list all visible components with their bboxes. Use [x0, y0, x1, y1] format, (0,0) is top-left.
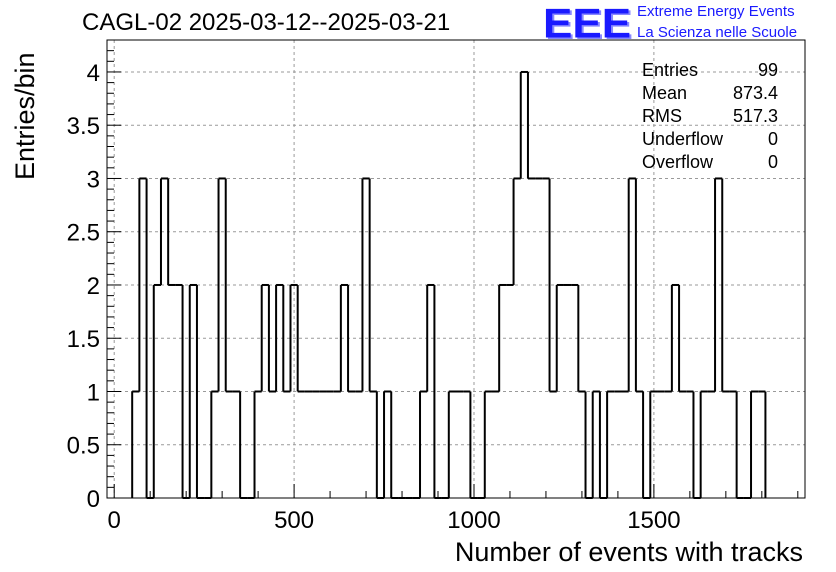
eee-logo: EEE	[543, 0, 632, 47]
y-tick-label: 0	[87, 486, 100, 513]
y-tick-label: 3	[87, 166, 100, 193]
y-tick-label: 2	[87, 273, 100, 300]
x-tick-label: 500	[274, 507, 314, 534]
axes: 0 500 1000 1500 0 0.5 1 1.5 2 2.5 3 3.5 4	[67, 39, 806, 534]
x-tick-label: 1500	[627, 507, 680, 534]
stat-value-rms: 517.3	[732, 106, 778, 126]
stat-label-underflow: Underflow	[642, 129, 724, 149]
x-tick-label: 1000	[447, 507, 500, 534]
stat-label-mean: Mean	[642, 83, 688, 103]
y-tick-label: 1	[87, 379, 100, 406]
grid-lines	[107, 40, 805, 498]
chart-title: CAGL-02 2025-03-12--2025-03-21	[82, 9, 451, 36]
y-tick-label: 3.5	[67, 113, 100, 140]
stat-label-overflow: Overflow	[642, 152, 714, 172]
stat-label-rms: RMS	[642, 106, 682, 126]
y-tick-label: 0.5	[67, 433, 100, 460]
x-axis-label: Number of events with tracks	[454, 537, 803, 567]
stat-value-entries: 99	[757, 60, 778, 80]
y-tick-label: 1.5	[67, 326, 100, 353]
y-axis-label: Entries/bin	[10, 52, 40, 180]
logo-line-1: Extreme Energy Events	[637, 3, 795, 20]
y-tick-label: 4	[87, 60, 100, 87]
stat-value-overflow: 0	[767, 152, 778, 172]
y-tick-label: 2.5	[67, 220, 100, 247]
stat-value-mean: 873.4	[732, 83, 778, 103]
logo-line-2: La Scienza nelle Scuole	[637, 24, 798, 41]
histogram-bars	[131, 70, 767, 499]
plot-frame	[106, 39, 806, 499]
x-tick-label: 0	[108, 507, 121, 534]
stat-label-entries: Entries	[642, 60, 699, 80]
stat-value-underflow: 0	[767, 129, 778, 149]
